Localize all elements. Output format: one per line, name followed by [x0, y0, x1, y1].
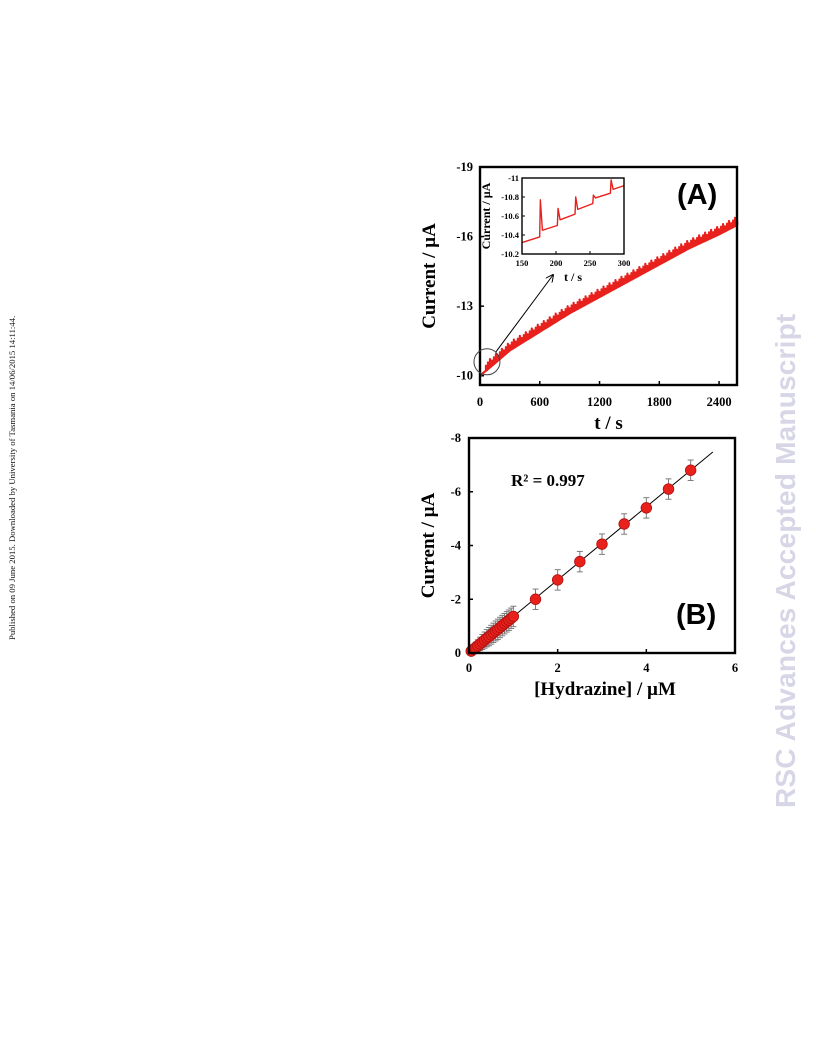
watermark: RSC Advances Accepted Manuscript	[770, 246, 806, 808]
panel-b-label: (B)	[676, 599, 716, 631]
inset-y-tick-label: -10.8	[501, 192, 519, 202]
inset-y-tick-label: -10.6	[501, 211, 519, 221]
inset-y-tick-label: -10.4	[501, 230, 519, 240]
panel-b-y-tick-label: -2	[451, 592, 461, 606]
inset-y-axis-title: Current / µA	[479, 182, 493, 249]
panel-b-y-tick-label: -6	[451, 485, 461, 499]
panel-b-y-axis-title: Current / µA	[418, 492, 439, 598]
panel-b-data-point	[529, 593, 542, 605]
watermark-text: RSC Advances Accepted Manuscript	[770, 313, 801, 808]
panel-a-series	[479, 216, 739, 377]
panel-b-y-tick-label: -8	[451, 431, 461, 445]
panel-a-y-axis-title: Current / µA	[419, 223, 440, 329]
publication-note-text: Published on 09 June 2015. Downloaded by…	[7, 315, 17, 640]
panel-a-x-tick-label: 1200	[587, 395, 612, 409]
inset-x-axis-title: t / s	[564, 270, 582, 284]
inset-x-tick-label: 300	[618, 258, 631, 268]
inset-y-tick-label: -11	[508, 173, 519, 183]
panel-b-x-tick-label: 0	[466, 661, 472, 675]
zoom-arrow	[495, 275, 553, 353]
panel-b-chart: 0 2 4 6 0 -2 -4 -6 -8 (B) R² = 0.997 [Hydrazine]…	[418, 431, 738, 700]
panel-a-x-axis-title: t / s	[594, 413, 623, 434]
panel-a-y-tick-label: -16	[456, 230, 473, 244]
inset-y-tick-label: -10.2	[501, 249, 519, 259]
panel-a-label: (A)	[677, 179, 717, 211]
panel-b-data-point	[596, 538, 608, 550]
inset-series	[521, 179, 625, 244]
panel-b-data-point	[551, 574, 564, 586]
panel-b-data-point	[662, 483, 675, 495]
panel-a-x-tick-label: 2400	[707, 395, 732, 409]
panel-b-data-point	[574, 555, 586, 568]
panel-b-r-squared: R² = 0.997	[511, 471, 585, 490]
panel-b-data-point	[684, 464, 697, 476]
panel-a-zoom-annotation	[473, 275, 553, 376]
inset-x-tick-label: 150	[516, 258, 529, 268]
panel-b-x-tick-label: 6	[732, 661, 738, 675]
panel-a-y-tick-label: -13	[456, 299, 473, 313]
zoom-circle	[473, 348, 501, 376]
panel-b-x-tick-label: 4	[643, 661, 650, 675]
panel-a-ticks: 0 600 1200 1800 2400 -10 -13 -16 -19	[456, 160, 731, 409]
panel-a-series-line	[479, 216, 739, 377]
inset-x-tick-label: 250	[584, 258, 597, 268]
inset-frame	[521, 177, 625, 255]
panel-a-chart: 0 600 1200 1800 2400 -10 -13 -16 -19 (A) t / s C…	[419, 160, 739, 434]
panel-a-x-tick-label: 600	[530, 395, 549, 409]
panel-b-frame	[467, 436, 737, 655]
panel-a-frame	[478, 165, 739, 387]
panel-b-data-point	[507, 610, 520, 623]
panel-b-series	[465, 451, 714, 657]
panel-a-y-tick-label: -10	[456, 369, 473, 383]
panel-b-y-tick-label: 0	[455, 646, 461, 660]
panel-a-x-tick-label: 1800	[647, 395, 672, 409]
panel-b-data-point	[640, 502, 653, 514]
panel-b-data-point	[618, 518, 630, 530]
inset-x-tick-label: 200	[550, 258, 563, 268]
panel-a-y-tick-label: -19	[456, 160, 473, 174]
panel-a-inset-chart: 150 200 250 300 -10.2 -10.4 -10.6 -10.8 -11 t / …	[479, 173, 630, 284]
publication-note: Published on 09 June 2015. Downloaded by…	[7, 240, 21, 640]
figure: 0 600 1200 1800 2400 -10 -13 -16 -19 (A) t / s C…	[400, 150, 760, 725]
inset-series-line	[521, 179, 625, 244]
figure-svg: 0 600 1200 1800 2400-10-13-16-19 (A) t / s C…	[418, 160, 739, 700]
panel-b-y-tick-label: -4	[451, 539, 462, 553]
panel-b-x-axis-title: [Hydrazine] / µM	[534, 679, 676, 700]
panel-a-x-tick-label: 0	[477, 395, 483, 409]
panel-b-x-tick-label: 2	[555, 661, 561, 675]
